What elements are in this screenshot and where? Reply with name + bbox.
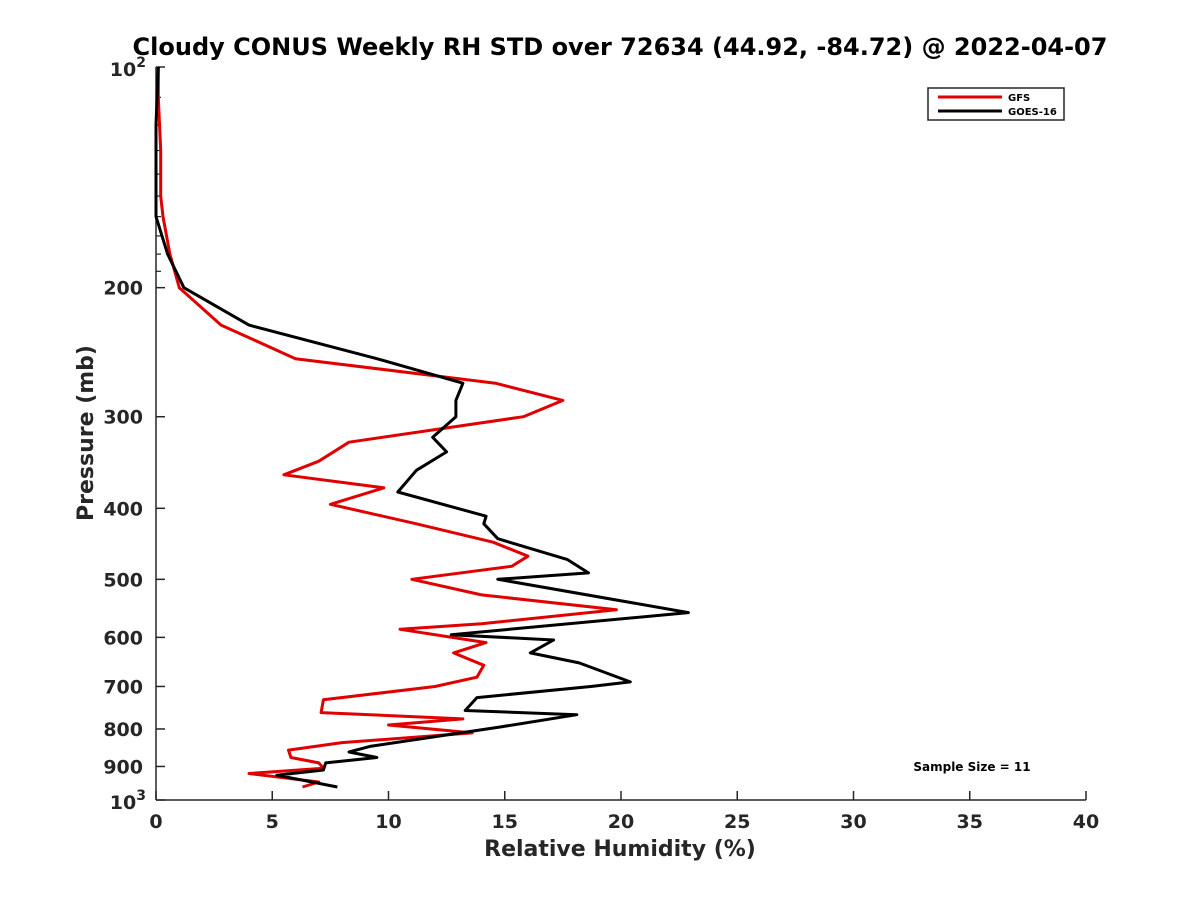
x-tick-label: 10 xyxy=(375,811,401,833)
y-tick-label: 400 xyxy=(103,498,143,520)
x-axis-label: Relative Humidity (%) xyxy=(484,837,756,862)
plot-axes: 0 5 10 15 20 25 30 35 40 200 300 400 500 600 700 800 900… xyxy=(103,55,1099,833)
series-line-gfs xyxy=(156,67,618,789)
legend-entry-label: GFS xyxy=(1008,93,1030,104)
legend: GFS GOES-16 xyxy=(927,87,1065,121)
legend-box xyxy=(927,87,1065,121)
y-tick-label-bottom: 103 xyxy=(110,788,146,814)
sample-size-annotation: Sample Size = 11 xyxy=(913,760,1030,774)
y-axis-label: Pressure (mb) xyxy=(74,345,99,521)
y-tick-label-top: 102 xyxy=(110,55,146,81)
x-tick-label: 35 xyxy=(957,811,983,833)
x-tick-label: 40 xyxy=(1073,811,1099,833)
x-tick-label: 5 xyxy=(266,811,279,833)
x-tick-label: 25 xyxy=(724,811,750,833)
y-tick-label: 700 xyxy=(103,676,143,698)
series-lines xyxy=(154,66,690,789)
y-tick-label: 900 xyxy=(103,756,143,778)
x-tick-label: 20 xyxy=(608,811,634,833)
y-tick-label: 800 xyxy=(103,719,143,741)
x-tick-label: 30 xyxy=(840,811,866,833)
y-tick-label: 200 xyxy=(103,278,143,300)
y-tick-label: 500 xyxy=(103,569,143,591)
legend-entry-label: GOES-16 xyxy=(1008,107,1057,118)
chart-title: Cloudy CONUS Weekly RH STD over 72634 (4… xyxy=(133,33,1108,61)
y-tick-label: 300 xyxy=(103,407,143,429)
x-tick-label: 0 xyxy=(149,811,162,833)
y-tick-label: 600 xyxy=(103,627,143,649)
series-line-goes-16 xyxy=(154,66,690,789)
x-tick-label: 15 xyxy=(492,811,518,833)
